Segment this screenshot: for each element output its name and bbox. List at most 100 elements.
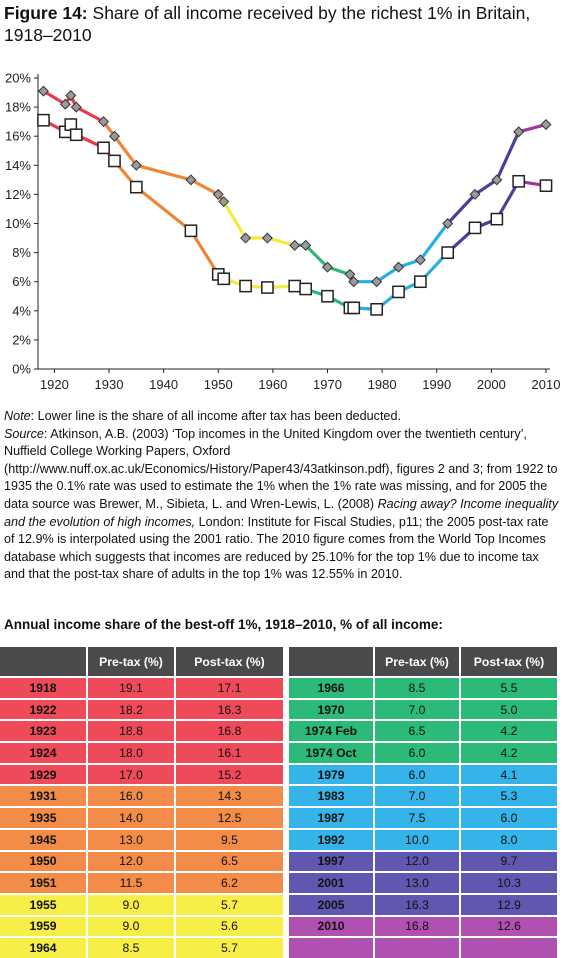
y-tick-label: 2% — [12, 332, 31, 347]
row-post-tax: 6.5 — [176, 849, 283, 872]
post-tax-point — [321, 289, 334, 303]
pre-tax-point — [240, 232, 252, 244]
source-paragraph: Source: Atkinson, A.B. (2003) ‘Top incom… — [4, 426, 560, 584]
row-year — [289, 936, 375, 958]
y-tick-label: 18% — [5, 100, 31, 115]
table-row: 1987 7.5 6.0 — [289, 806, 557, 828]
table-row: 1950 12.0 6.5 — [0, 849, 283, 872]
row-year: 1945 — [0, 827, 88, 850]
table-row: 1997 12.0 9.7 — [289, 849, 557, 872]
y-tick-label: 20% — [5, 71, 31, 86]
pre-tax-point — [98, 116, 110, 128]
pre-tax-point — [289, 239, 301, 251]
table-row: 1992 10.0 8.0 — [289, 827, 557, 850]
row-post-tax: 5.3 — [461, 784, 557, 807]
row-pre-tax: 16.3 — [375, 892, 461, 915]
row-post-tax: 5.6 — [176, 914, 283, 937]
row-year: 1970 — [289, 697, 375, 720]
row-year: 1974 Feb — [289, 719, 375, 742]
pre-tax-point — [37, 85, 49, 97]
row-pre-tax — [375, 936, 461, 958]
header-post-tax: Post-tax (%) — [176, 647, 283, 676]
pre-tax-point — [540, 119, 552, 131]
y-tick-label: 12% — [5, 187, 31, 202]
table-row: 2010 16.8 12.6 — [289, 914, 557, 937]
row-post-tax: 9.5 — [176, 827, 283, 850]
row-year: 1987 — [289, 806, 375, 828]
row-post-tax: 16.8 — [176, 719, 283, 742]
row-pre-tax: 17.0 — [88, 762, 176, 785]
y-tick-label: 16% — [5, 129, 31, 144]
table-row: 1924 18.0 16.1 — [0, 741, 283, 763]
table-row: 1929 17.0 15.2 — [0, 762, 283, 785]
table-row: 1970 7.0 5.0 — [289, 697, 557, 720]
pre-tax-point — [414, 254, 426, 266]
row-pre-tax: 11.5 — [88, 871, 176, 893]
row-post-tax: 4.2 — [461, 719, 557, 742]
row-pre-tax: 6.5 — [375, 719, 461, 742]
post-tax-line-segment — [189, 229, 220, 277]
y-tick-label: 0% — [12, 362, 31, 377]
row-pre-tax: 9.0 — [88, 892, 176, 915]
pre-tax-point — [59, 98, 71, 110]
pre-tax-line-segment — [265, 236, 297, 247]
row-year: 1918 — [0, 676, 88, 698]
x-tick-label: 2000 — [477, 377, 506, 392]
post-tax-point — [217, 272, 231, 286]
row-year: 1979 — [289, 762, 375, 785]
post-tax-point — [490, 212, 504, 226]
x-tick-label: 2010 — [532, 377, 561, 392]
row-year: 1966 — [289, 676, 375, 698]
pre-tax-point — [393, 261, 405, 273]
row-post-tax: 8.0 — [461, 827, 557, 850]
post-tax-point — [347, 301, 361, 315]
note-label: Note — [4, 409, 31, 423]
row-year: 1997 — [289, 849, 375, 872]
pre-tax-point — [371, 276, 383, 288]
row-pre-tax: 7.0 — [375, 697, 461, 720]
row-pre-tax: 13.0 — [375, 871, 461, 893]
pre-tax-line-segment — [304, 243, 330, 269]
post-tax-point — [261, 281, 274, 294]
x-tick-label: 1950 — [204, 377, 233, 392]
row-pre-tax: 18.8 — [88, 719, 176, 742]
row-year: 1983 — [289, 784, 375, 807]
table-row — [289, 936, 557, 958]
pre-tax-line-segment — [134, 163, 193, 182]
table-row: 1923 18.8 16.8 — [0, 719, 283, 742]
pre-tax-point — [65, 89, 77, 101]
table-row: 1955 9.0 5.7 — [0, 892, 283, 915]
pre-tax-line-segment — [517, 122, 548, 134]
post-tax-point — [108, 154, 121, 168]
pre-tax-line-segment — [189, 178, 220, 196]
row-post-tax: 9.7 — [461, 849, 557, 872]
row-year: 1992 — [289, 827, 375, 850]
pre-tax-point — [108, 130, 120, 142]
income-table-left: Pre-tax (%) Post-tax (%) 1918 19.1 17.1 192… — [0, 647, 283, 958]
pre-tax-line-segment — [375, 265, 401, 284]
pre-tax-line-segment — [41, 89, 67, 106]
table-row: 2001 13.0 10.3 — [289, 871, 557, 893]
row-year: 1929 — [0, 762, 88, 785]
table-row: 1918 19.1 17.1 — [0, 676, 283, 698]
notes: Note: Lower line is the share of all inc… — [4, 408, 560, 584]
row-pre-tax: 8.5 — [375, 676, 461, 698]
row-post-tax: 4.2 — [461, 741, 557, 763]
pre-tax-point — [185, 174, 197, 186]
y-tick-label: 10% — [5, 216, 31, 231]
header-pre-tax: Pre-tax (%) — [375, 647, 461, 676]
income-share-chart: 0% 2% 4% 6% 8% 10% 12% 14% 16% 18% 20% 1920 1930 1940… — [5, 71, 561, 393]
row-pre-tax: 16.8 — [375, 914, 461, 937]
pre-tax-point — [442, 217, 454, 230]
row-pre-tax: 9.0 — [88, 914, 176, 937]
row-year: 2001 — [289, 871, 375, 893]
post-tax-point — [97, 141, 110, 155]
y-tick-label: 14% — [5, 158, 31, 173]
y-tick-label: 6% — [12, 274, 31, 289]
table-row: 1974 Oct 6.0 4.2 — [289, 741, 557, 763]
x-tick-label: 1970 — [313, 377, 342, 392]
row-post-tax: 5.7 — [176, 892, 283, 915]
row-post-tax: 15.2 — [176, 762, 283, 785]
row-year: 1922 — [0, 697, 88, 720]
table-header-row: Pre-tax (%) Post-tax (%) — [289, 647, 557, 676]
